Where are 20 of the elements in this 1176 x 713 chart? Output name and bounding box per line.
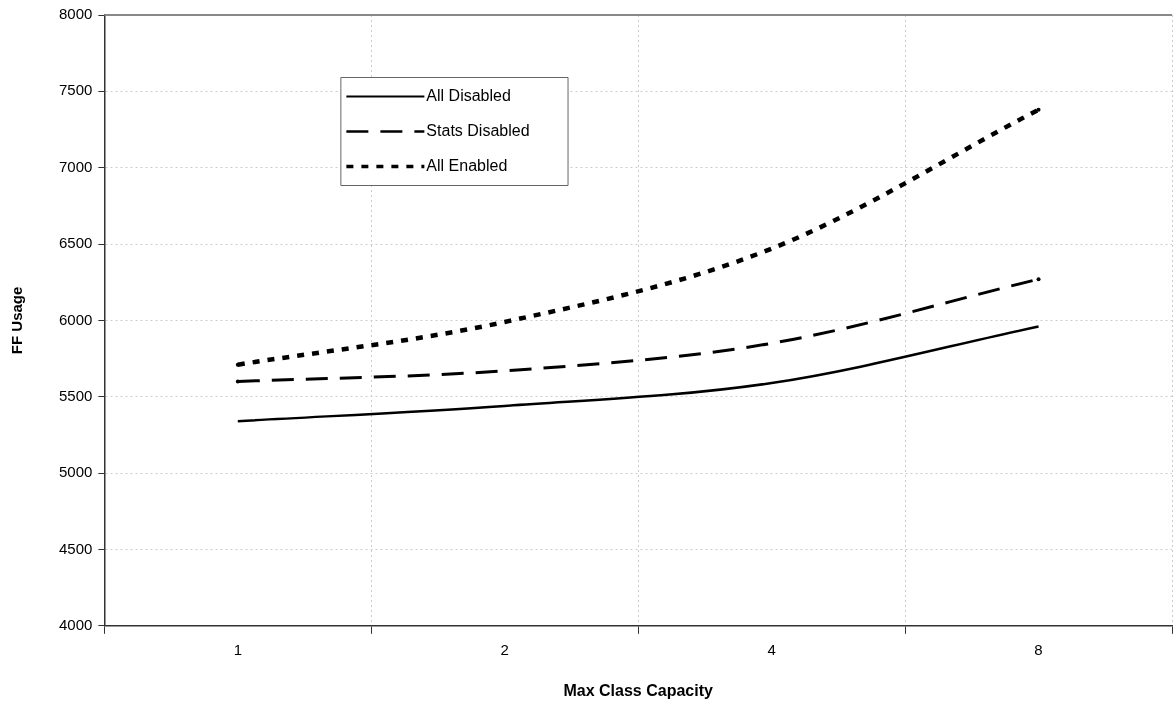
- y-tick-label: 6500: [58, 234, 93, 252]
- y-tick-label: 6000: [58, 310, 93, 328]
- y-tick-label: 8000: [58, 5, 93, 23]
- y-tick-label: 5000: [58, 463, 93, 481]
- y-axis-title: FF Usage: [8, 286, 26, 355]
- x-tick-label: 1: [233, 640, 242, 658]
- x-tick-label: 2: [500, 640, 509, 658]
- line-series: [236, 325, 1040, 423]
- y-tick-label: 4500: [58, 539, 93, 557]
- y-tick-label: 7500: [58, 81, 93, 99]
- x-tick-label: 8: [1034, 640, 1043, 658]
- y-tick-label: 7000: [58, 157, 93, 175]
- y-tick-label: 5500: [58, 386, 93, 404]
- legend-label: Stats Disabled: [426, 121, 530, 139]
- legend-label: All Enabled: [426, 156, 508, 174]
- y-tick-label: 4000: [58, 615, 93, 633]
- line-series: [235, 107, 1041, 367]
- x-axis-title: Max Class Capacity: [563, 681, 713, 699]
- legend-label: All Disabled: [426, 86, 511, 104]
- x-tick-label: 4: [767, 640, 776, 658]
